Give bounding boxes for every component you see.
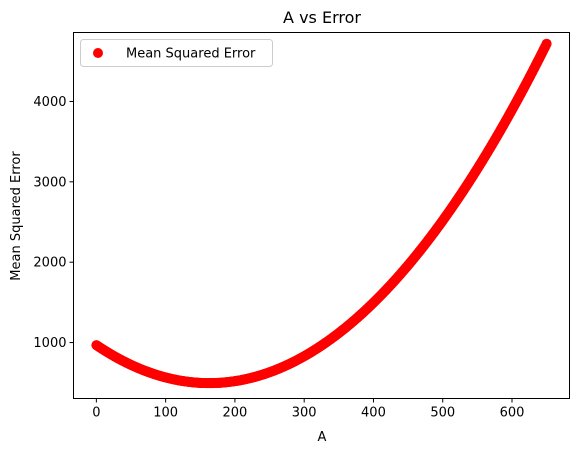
- x-axis-title: A: [318, 430, 327, 445]
- y-axis-title: Mean Squared Error: [9, 151, 24, 281]
- x-tick-label: 400: [361, 406, 386, 421]
- x-axis-ticks: 0 100 200 300 400 500 600: [92, 398, 525, 421]
- chart-title: A vs Error: [283, 8, 361, 27]
- y-tick-label: 1000: [33, 336, 66, 351]
- y-tick-label: 2000: [33, 256, 66, 271]
- points-layer: [91, 38, 552, 389]
- x-tick-label: 500: [430, 406, 455, 421]
- x-tick-label: 600: [500, 406, 525, 421]
- legend-label: Mean Squared Error: [126, 47, 256, 62]
- legend-marker: [93, 48, 103, 58]
- legend-box: [80, 39, 273, 67]
- y-tick-label: 3000: [33, 175, 66, 190]
- x-tick-label: 0: [92, 406, 100, 421]
- x-tick-label: 200: [222, 406, 247, 421]
- data-point: [541, 38, 552, 49]
- y-axis-ticks: 1000 2000 3000 4000: [33, 95, 74, 351]
- y-tick-label: 4000: [33, 95, 66, 110]
- plot-frame: [73, 32, 570, 399]
- legend: Mean Squared Error: [80, 39, 273, 67]
- x-tick-label: 300: [292, 406, 317, 421]
- x-tick-label: 100: [153, 406, 178, 421]
